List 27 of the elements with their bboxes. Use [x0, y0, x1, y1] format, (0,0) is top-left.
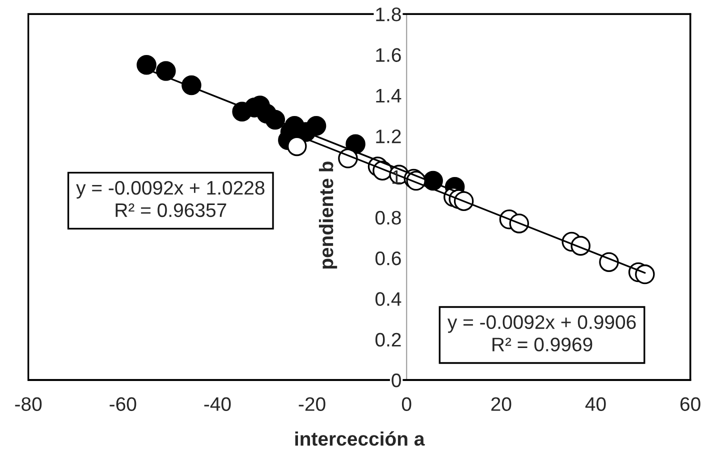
point [635, 264, 655, 284]
x-tick-label: 0 [402, 397, 412, 411]
x-axis-title: intercección a [295, 431, 425, 446]
point [306, 116, 326, 136]
y-tick-label: 0.8 [375, 210, 401, 225]
y-tick-label: 0.4 [375, 292, 402, 306]
annotation: y = -0.0092x + 1.0228 R² = 0.96357 [76, 180, 264, 218]
x-tick-label: -40 [204, 397, 231, 411]
y-tick-label: 1.6 [376, 48, 401, 62]
y-axis-title: pendiente b [318, 162, 338, 269]
x-tick-label: -60 [110, 397, 136, 411]
point [136, 54, 156, 75]
x-tick-label: 40 [585, 397, 606, 411]
x-tick-label: 20 [491, 397, 512, 411]
y-tick-label: 1.8 [376, 8, 401, 22]
point [182, 75, 202, 96]
y-tick-label: 0.6 [375, 251, 401, 266]
point [156, 61, 176, 81]
x-tick-label: 60 [680, 397, 700, 411]
y-tick-label: 1.4 [376, 89, 402, 102]
annotation: y = -0.0092x + 0.9906 R² = 0.9969 [447, 315, 636, 352]
y-tick-label: 1.2 [376, 130, 401, 144]
point [287, 136, 307, 156]
y-tick-label: 0.2 [375, 332, 401, 347]
y-tick-label: 0 [392, 373, 401, 388]
x-tick-label: -80 [15, 397, 42, 411]
x-tick-label: -20 [298, 397, 326, 411]
